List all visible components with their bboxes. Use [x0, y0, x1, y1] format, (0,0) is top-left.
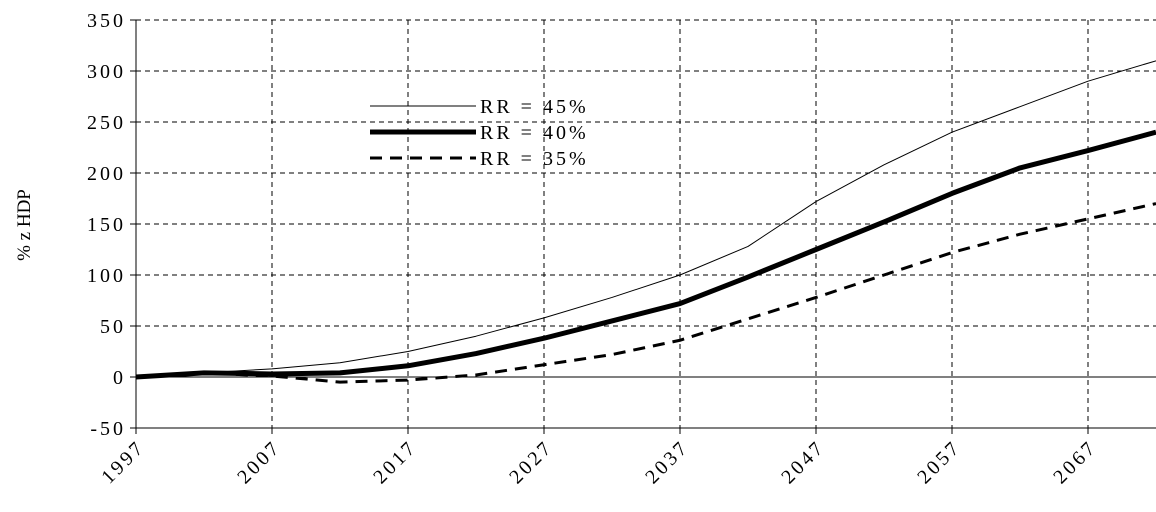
x-tick-label: 1997 [97, 436, 149, 488]
x-tick-label: 2057 [913, 436, 965, 488]
series-line [135, 202, 1156, 384]
x-tick-label: 2067 [1049, 436, 1101, 488]
series-line [135, 60, 1156, 378]
y-tick-label: 50 [100, 316, 126, 338]
y-tick-label: 150 [87, 214, 126, 236]
y-tick-label: 100 [87, 265, 126, 287]
series-line [135, 129, 1156, 380]
legend-label: RR = 40% [480, 122, 589, 144]
legend-label: RR = 45% [480, 96, 589, 118]
y-tick-label: 0 [113, 367, 126, 389]
y-axis-label: % z HDP [14, 189, 35, 261]
y-tick-label: 250 [87, 112, 126, 134]
x-tick-label: 2017 [369, 436, 421, 488]
y-tick-label: -50 [90, 418, 126, 440]
y-tick-label: 300 [87, 61, 126, 83]
x-tick-label: 2037 [641, 436, 693, 488]
x-tick-label: 2047 [777, 436, 829, 488]
x-tick-label: 2027 [505, 436, 557, 488]
legend-label: RR = 35% [480, 148, 589, 170]
y-tick-label: 200 [87, 163, 126, 185]
x-tick-label: 2007 [233, 436, 285, 488]
y-tick-label: 350 [87, 10, 126, 32]
